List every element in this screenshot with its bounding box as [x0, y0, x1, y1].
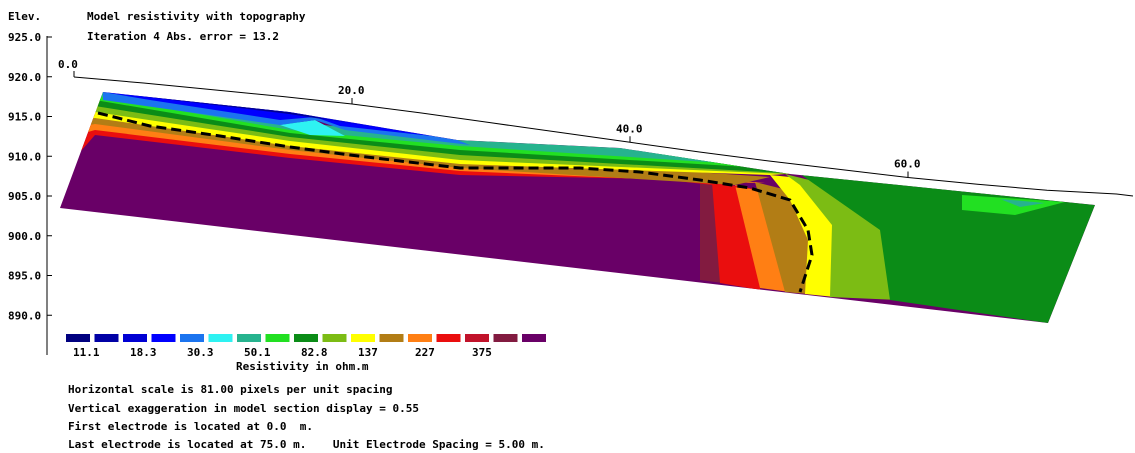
y-tick-label: 925.0 — [8, 31, 41, 44]
band-brown — [755, 182, 820, 295]
colorbar-swatch — [265, 334, 290, 342]
info-vertical-exaggeration: Vertical exaggeration in model section d… — [68, 402, 419, 415]
info-last-electrode: Last electrode is located at 75.0 m. Uni… — [68, 438, 545, 451]
colorbar-label: 50.1 — [244, 346, 271, 359]
elev-axis-label: Elev. — [8, 10, 42, 23]
interface-dashed-line — [97, 111, 814, 293]
colorbar-swatch — [493, 334, 518, 342]
x-tick-label: 0.0 — [58, 58, 78, 71]
colorbar-swatch — [294, 334, 318, 342]
colorbar-label: 18.3 — [130, 346, 157, 359]
colorbar-swatch — [123, 334, 147, 342]
x-tick-label: 40.0 — [616, 122, 643, 135]
colorbar-swatch — [465, 334, 489, 342]
colorbar-swatch — [208, 334, 233, 342]
y-tick-label: 905.0 — [8, 190, 41, 203]
y-axis: 925.0 920.0 915.0 910.0 905.0 900.0 895.0 890.0 — [8, 31, 52, 355]
colorbar-swatch — [322, 334, 347, 342]
colorbar-title: Resistivity in ohm.m — [236, 360, 369, 373]
band-teal-east — [1000, 199, 1045, 207]
y-tick-label: 895.0 — [8, 270, 41, 283]
x-tick-label: 60.0 — [894, 158, 921, 171]
y-tick-label: 910.0 — [8, 150, 41, 163]
colorbar-label: 30.3 — [187, 346, 214, 359]
chart-title: Model resistivity with topography — [87, 10, 306, 23]
colorbar-swatch — [436, 334, 461, 342]
colorbar-swatch — [94, 334, 119, 342]
band-cyan-patch — [280, 120, 345, 136]
colorbar-swatch — [379, 334, 404, 342]
y-tick-label: 900.0 — [8, 230, 41, 243]
colorbar-swatch — [180, 334, 204, 342]
band-blue — [103, 92, 457, 140]
colorbar-label: 375 — [472, 346, 492, 359]
y-tick-label: 915.0 — [8, 111, 41, 124]
topography-line — [73, 76, 1134, 197]
y-tick-label: 920.0 — [8, 71, 41, 84]
colorbar-label: 137 — [358, 346, 378, 359]
colorbar-swatch — [351, 334, 375, 342]
colorbar: 11.1 18.3 30.3 50.1 82.8 137 227 375 — [66, 334, 546, 359]
colorbar-label: 11.1 — [73, 346, 100, 359]
colorbar-swatch — [66, 334, 90, 342]
x-tick-label: 20.0 — [338, 84, 365, 97]
chart-subtitle: Iteration 4 Abs. error = 13.2 — [87, 30, 280, 43]
colorbar-label: 82.8 — [301, 346, 328, 359]
colorbar-swatch — [408, 334, 432, 342]
info-first-electrode: First electrode is located at 0.0 m. — [68, 420, 314, 433]
x-axis-ticks: 0.0 20.0 40.0 60.0 — [58, 58, 921, 178]
colorbar-swatch — [237, 334, 261, 342]
colorbar-swatch — [151, 334, 176, 342]
colorbar-label: 227 — [415, 346, 435, 359]
band-shallow-teal — [60, 92, 800, 168]
y-tick-label: 890.0 — [8, 309, 41, 322]
band-bright-green-east — [962, 195, 1065, 215]
info-horizontal-scale: Horizontal scale is 81.00 pixels per uni… — [68, 383, 393, 396]
colorbar-swatch — [522, 334, 546, 342]
